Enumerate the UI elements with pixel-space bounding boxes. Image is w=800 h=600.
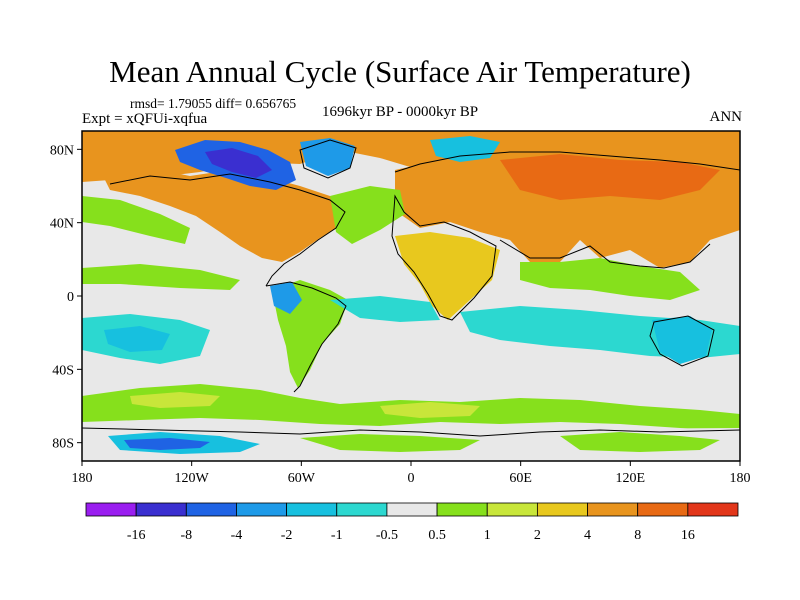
north-america-warm	[100, 168, 348, 262]
colorbar-swatch	[85, 502, 137, 517]
colorbar-label: 1	[484, 528, 491, 543]
lon-tick-label: 60E	[509, 471, 532, 486]
colorbar-label: -8	[180, 528, 192, 543]
lon-tick-label: 180	[730, 471, 751, 486]
south-atlantic-cool	[330, 296, 440, 322]
lon-tick-label: 180	[72, 471, 93, 486]
colorbar-label: 4	[584, 528, 591, 543]
colorbar-swatch	[687, 502, 739, 517]
colorbar-swatch	[185, 502, 237, 517]
colorbar-label: -0.5	[376, 528, 398, 543]
south-asia-green	[520, 258, 700, 300]
south-pacific-cool-core	[104, 326, 170, 352]
colorbar-label: 16	[681, 528, 695, 543]
longitude-axis: 180 120W 60W 0 60E 120E 180	[72, 461, 751, 486]
colorbar-swatch	[236, 502, 288, 517]
north-pacific-green	[82, 196, 190, 244]
colorbar-label: -2	[281, 528, 293, 543]
greenland-cold	[300, 138, 355, 176]
experiment-label: Expt = xQFUi-xqfua	[82, 111, 208, 127]
colorbar-swatch	[135, 502, 187, 517]
antarctic-green	[300, 434, 480, 452]
period-label: 1696kyr BP - 0000kyr BP	[322, 104, 479, 120]
lat-tick-label: 0	[67, 290, 74, 305]
southern-mid-lat-yellow	[380, 402, 480, 418]
colorbar-swatch	[536, 502, 588, 517]
colorbar-label: -1	[331, 528, 343, 543]
eurasia-hot-core	[500, 154, 720, 200]
lat-tick-label: 40N	[50, 217, 74, 232]
coastlines	[82, 139, 740, 437]
tropical-pacific-green	[82, 264, 240, 290]
colorbar-swatch	[486, 502, 538, 517]
colorbar-swatch	[637, 502, 689, 517]
lon-tick-label: 60W	[288, 471, 316, 486]
colorbar-label: 0.5	[428, 528, 446, 543]
canada-cold-core	[205, 148, 272, 178]
plot-title: Mean Annual Cycle (Surface Air Temperatu…	[109, 54, 691, 89]
colorbar-label: 2	[534, 528, 541, 543]
southern-mid-lat-yellow-2	[130, 392, 220, 408]
colorbar-swatch	[336, 502, 388, 517]
lat-tick-label: 80S	[52, 437, 74, 452]
season-label: ANN	[709, 109, 743, 125]
colorbar-swatch	[286, 502, 338, 517]
antarctic-east-green	[560, 432, 720, 452]
south-america-cool	[270, 282, 302, 314]
north-atlantic-green	[330, 186, 405, 244]
colorbar-swatch	[436, 502, 488, 517]
latitude-axis: 80N 40N 0 40S 80S	[50, 143, 82, 452]
colorbar-label: -4	[231, 528, 243, 543]
lat-tick-label: 80N	[50, 143, 74, 158]
colorbar-label: 8	[634, 528, 641, 543]
africa-warm	[395, 232, 500, 320]
colorbar: -16 -8 -4 -2 -1 -0.5 0.5 1 2 4 8 16	[85, 502, 739, 543]
colorbar-label: -16	[127, 528, 146, 543]
lat-tick-label: 40S	[52, 363, 74, 378]
lon-tick-label: 120E	[616, 471, 646, 486]
antarctic-cold-core	[124, 438, 210, 450]
lon-tick-label: 0	[408, 471, 415, 486]
siberia-cool	[430, 136, 500, 162]
colorbar-swatch	[386, 502, 438, 517]
anomaly-field	[82, 131, 740, 461]
lon-tick-label: 120W	[175, 471, 210, 486]
australia-cool	[652, 316, 712, 364]
colorbar-swatch	[587, 502, 639, 517]
rmsd-diff-stats: rmsd= 1.79055 diff= 0.656765	[130, 96, 297, 111]
